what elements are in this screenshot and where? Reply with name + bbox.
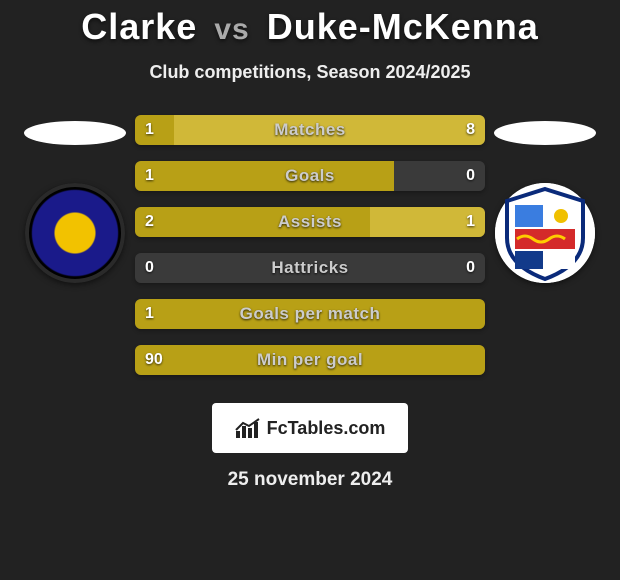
stat-row: 90Min per goal bbox=[135, 345, 485, 375]
player-comparison-page: Clarke vs Duke-McKenna Club competitions… bbox=[0, 0, 620, 580]
stat-row: 00Hattricks bbox=[135, 253, 485, 283]
stat-bars: 18Matches 10Goals 21Assists 00Hattricks 1Goa… bbox=[135, 115, 485, 375]
stat-label: Hattricks bbox=[135, 253, 485, 283]
stat-row: 10Goals bbox=[135, 161, 485, 191]
player2-name: Duke-McKenna bbox=[267, 6, 539, 47]
chart-icon bbox=[235, 417, 261, 439]
stat-label: Min per goal bbox=[135, 345, 485, 375]
stat-label: Matches bbox=[135, 115, 485, 145]
subtitle: Club competitions, Season 2024/2025 bbox=[0, 62, 620, 83]
comparison-content: 18Matches 10Goals 21Assists 00Hattricks 1Goa… bbox=[0, 115, 620, 375]
date-label: 25 november 2024 bbox=[0, 469, 620, 491]
brand-box[interactable]: FcTables.com bbox=[212, 403, 408, 453]
left-ellipse-decoration bbox=[24, 121, 126, 145]
right-ellipse-decoration bbox=[494, 121, 596, 145]
brand-text: FcTables.com bbox=[267, 418, 386, 439]
stat-row: 18Matches bbox=[135, 115, 485, 145]
right-team-badge bbox=[495, 183, 595, 283]
left-team-badge bbox=[25, 183, 125, 283]
stat-row: 1Goals per match bbox=[135, 299, 485, 329]
left-team-column bbox=[15, 115, 135, 283]
stat-label: Goals per match bbox=[135, 299, 485, 329]
stat-label: Goals bbox=[135, 161, 485, 191]
stat-label: Assists bbox=[135, 207, 485, 237]
right-team-column bbox=[485, 115, 605, 283]
page-title: Clarke vs Duke-McKenna bbox=[0, 0, 620, 48]
vs-label: vs bbox=[214, 13, 249, 46]
stat-row: 21Assists bbox=[135, 207, 485, 237]
player1-name: Clarke bbox=[81, 6, 197, 47]
